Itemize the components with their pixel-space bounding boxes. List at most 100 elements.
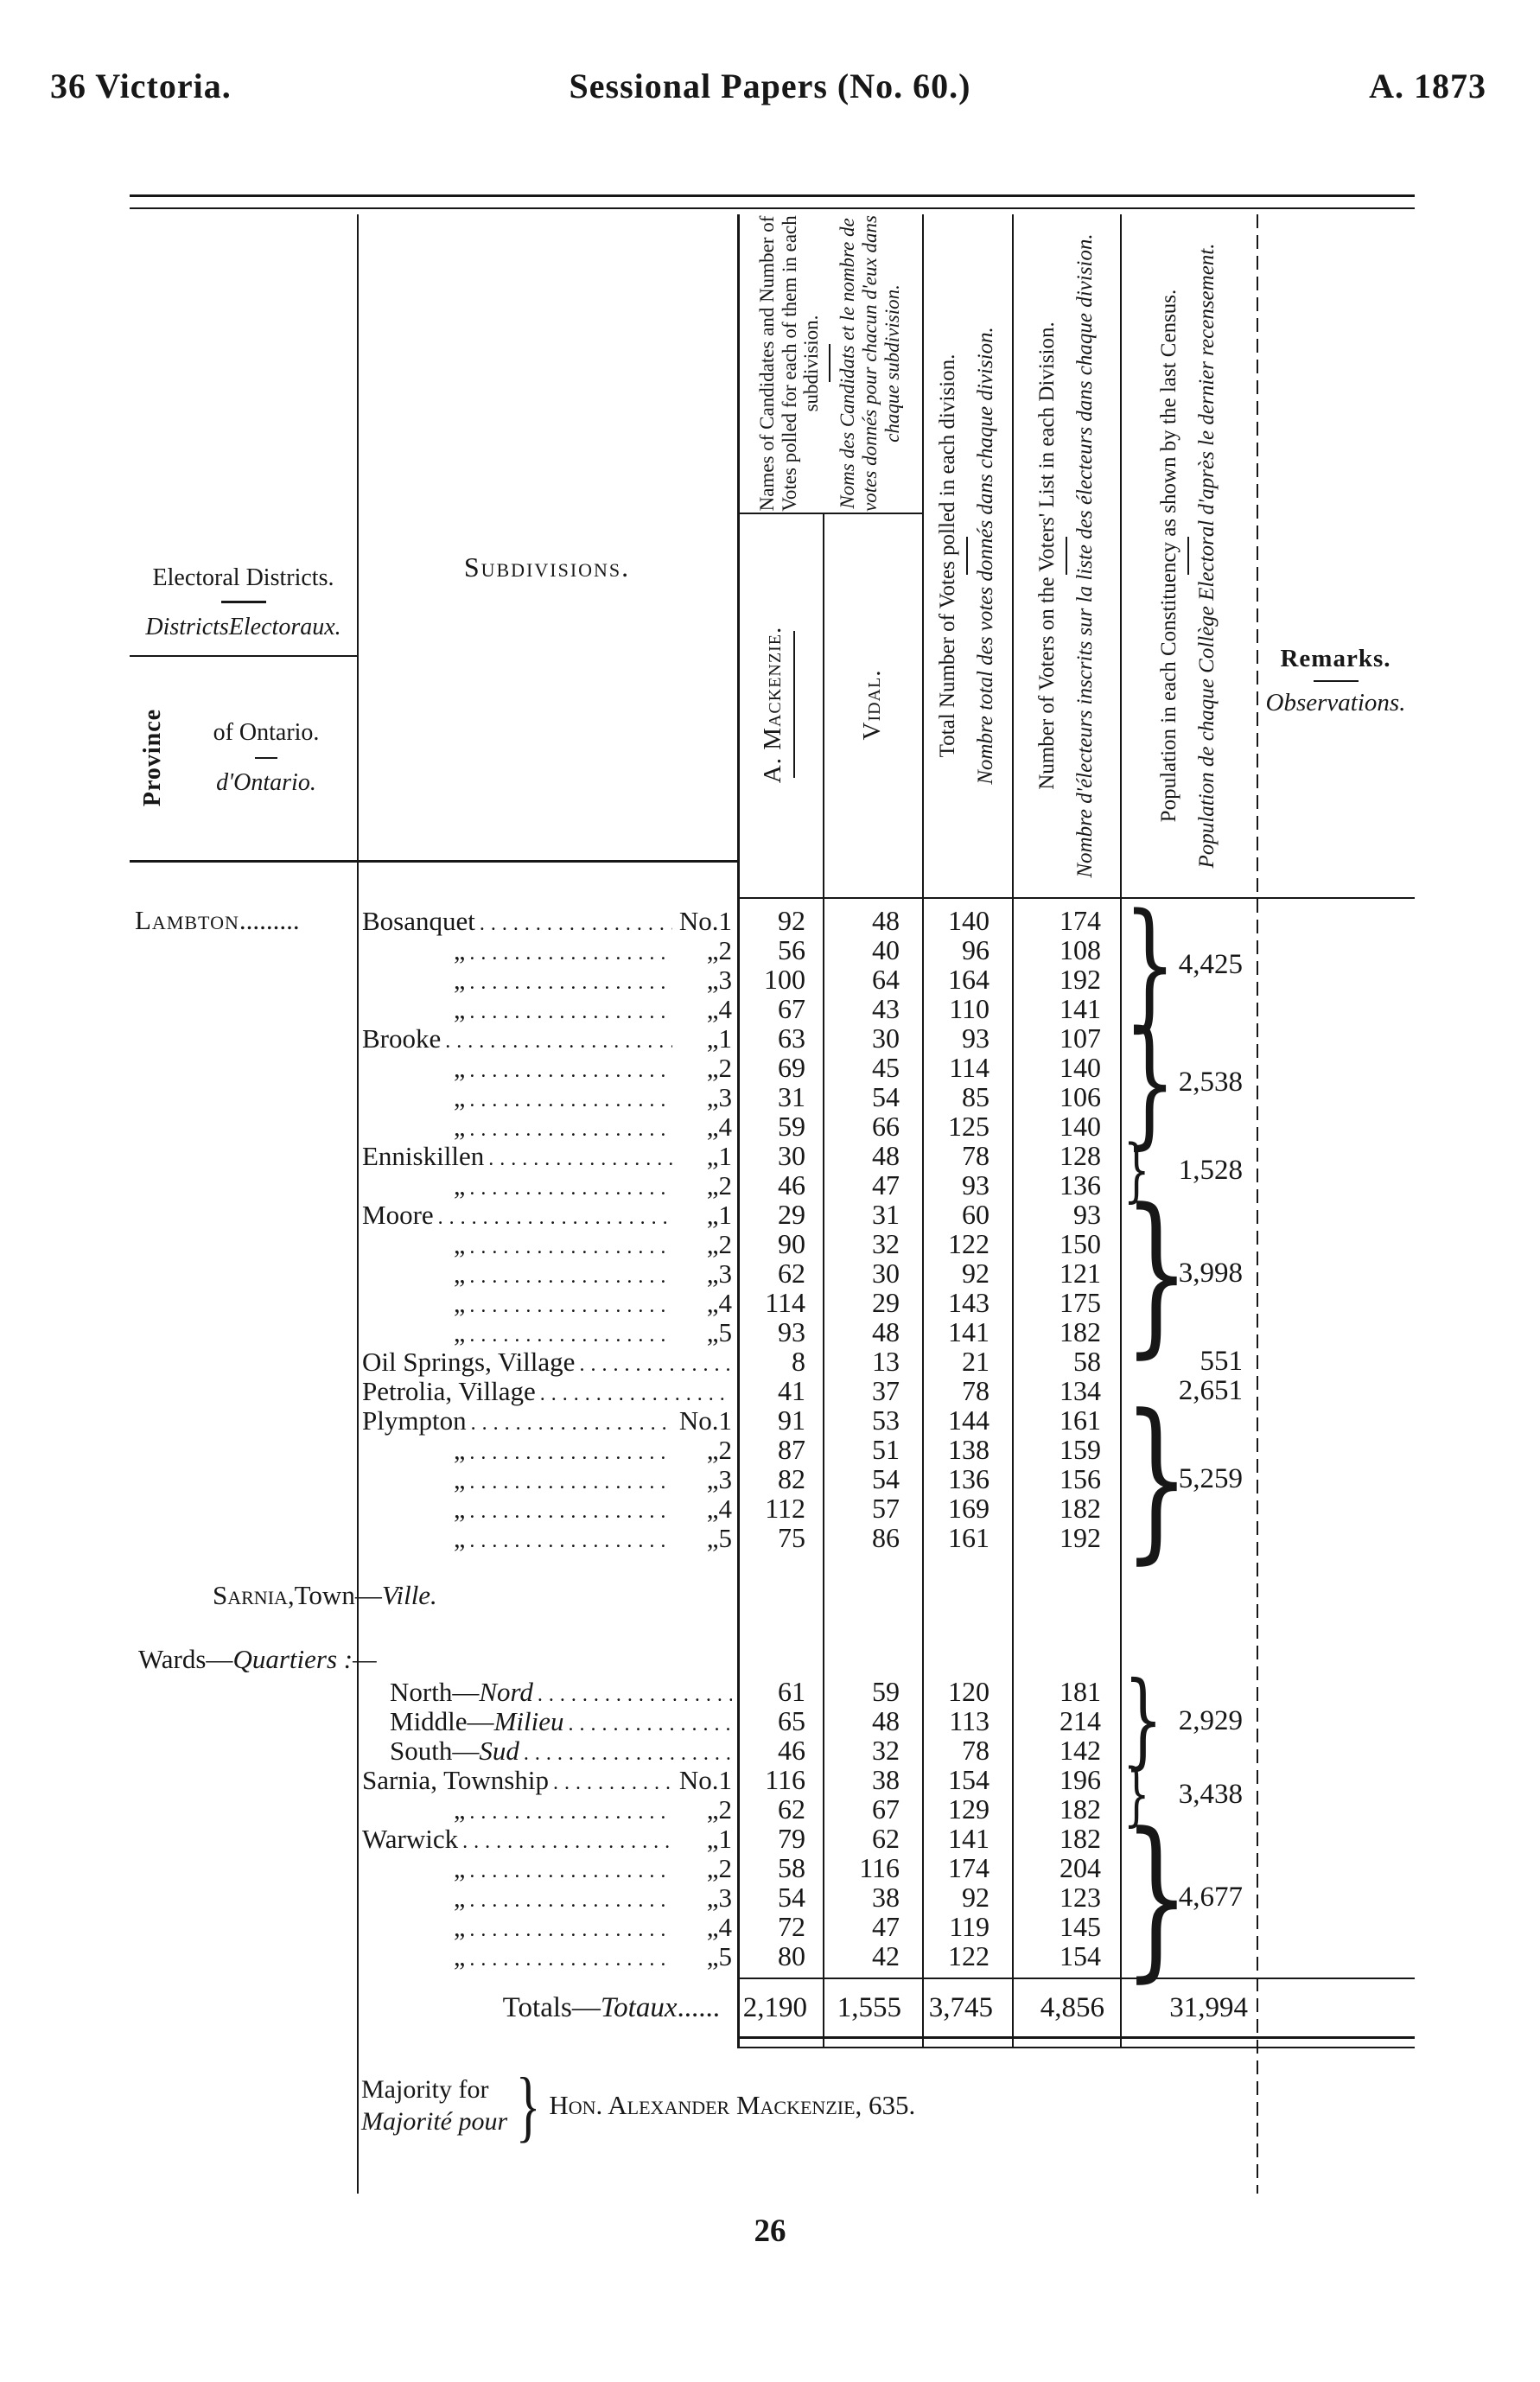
group-brace: } [1123, 1660, 1163, 1780]
leader-dots: ........................................… [469, 942, 672, 965]
cell-mackenzie: 63 [778, 1023, 805, 1053]
cell-vidal: 31 [872, 1200, 900, 1229]
cell-subdivision: „.......................................… [357, 1524, 737, 1556]
totals-total-votes: 3,745 [928, 1991, 993, 2023]
column-header-mackenzie: A. Mackenzie. [737, 513, 823, 897]
candidates-header-fr: Noms des Candidats et le nombre de votes… [837, 215, 903, 512]
no-label: „ [706, 1083, 719, 1112]
table-body: Bosanquet...............................… [130, 895, 1415, 1984]
cell-mackenzie: 90 [778, 1229, 805, 1258]
cell-vidal: 38 [872, 1882, 900, 1912]
voters-list-header-fr: Nombre d'électeurs inscrits sur la liste… [1072, 233, 1097, 878]
subdivision-number: 4 [718, 995, 733, 1024]
cell-vidal: 38 [872, 1765, 900, 1794]
no-label: „ [706, 1318, 719, 1347]
leader-dots: ........................................… [539, 1383, 732, 1405]
no-label: „ [706, 1494, 719, 1524]
table-row: South—Sud...............................… [130, 1736, 1415, 1766]
cell-subdivision: „.......................................… [357, 1494, 737, 1526]
leader-dots: ........................................… [568, 1713, 732, 1736]
subdivision-name: Warwick [362, 1825, 459, 1854]
leader-dots: ........................................… [469, 1500, 672, 1523]
cell-mackenzie: 92 [778, 906, 805, 935]
leader-dots: ........................................… [469, 1295, 672, 1317]
majority-winner: Hon. Alexander Mackenzie, 635. [549, 2090, 916, 2120]
no-label: „ [706, 1054, 719, 1083]
cell-voters-list: 204 [1060, 1853, 1101, 1882]
ditto-mark: „ [454, 1796, 466, 1825]
no-label: No. [678, 1766, 719, 1795]
ditto-mark: „ [454, 937, 466, 965]
cell-voters-list: 192 [1060, 1523, 1101, 1552]
cell-vidal: 54 [872, 1464, 900, 1494]
subdivision-number: 3 [718, 1465, 733, 1494]
cell-total-votes: 60 [962, 1200, 990, 1229]
ditto-mark: „ [454, 1290, 466, 1318]
cell-voters-list: 128 [1060, 1141, 1101, 1170]
cell-voters-list: 174 [1060, 906, 1101, 935]
cell-vidal: 37 [872, 1376, 900, 1405]
cell-total-votes: 129 [948, 1794, 990, 1824]
cell-total-votes: 113 [949, 1706, 990, 1736]
table-row: „.......................................… [130, 1082, 1415, 1112]
cell-subdivision: Oil Springs, Village....................… [357, 1347, 737, 1379]
cell-mackenzie: 62 [778, 1258, 805, 1288]
cell-total-votes: 92 [962, 1258, 990, 1288]
cell-mackenzie: 100 [764, 965, 805, 994]
no-label: „ [706, 1795, 719, 1825]
header-dash [1065, 537, 1067, 575]
cell-subdivision: „.......................................… [357, 1083, 737, 1115]
cell-vidal: 86 [872, 1523, 900, 1552]
province-dash [255, 756, 277, 759]
subdivision-name: Plympton [362, 1406, 467, 1436]
no-label: „ [706, 1259, 719, 1289]
column-header-population: Population in each Constituency as shown… [1120, 214, 1257, 897]
cell-subdivision: Middle—Milieu...........................… [357, 1707, 737, 1739]
subheader-row: Wards— Quartiers :— [138, 1644, 377, 1674]
cell-voters-list: 161 [1060, 1405, 1101, 1435]
cell-voters-list: 145 [1060, 1912, 1101, 1941]
cell-voters-list: 159 [1060, 1435, 1101, 1464]
cell-total-votes: 122 [948, 1941, 990, 1971]
ditto-mark: „ [454, 1495, 466, 1524]
leader-dots: ........................................… [469, 1471, 672, 1494]
subdivision-number: 3 [718, 965, 733, 995]
no-label: „ [706, 1854, 719, 1883]
cell-vidal: 30 [872, 1258, 900, 1288]
ditto-mark: „ [454, 1436, 466, 1465]
cell-vidal: 48 [872, 1141, 900, 1170]
population-value: 551 [1200, 1346, 1244, 1377]
ditto-mark: „ [454, 1084, 466, 1112]
cell-voters-list: 141 [1060, 994, 1101, 1023]
no-label: „ [706, 1883, 719, 1913]
subdivision-number: 1 [718, 1825, 733, 1854]
subdivision-name: Sarnia, Township [362, 1766, 549, 1795]
candidate-vidal-label: Vidal. [858, 669, 887, 741]
rule-below-totals-1 [737, 2036, 1415, 2039]
leader-dots: ........................................… [488, 1148, 671, 1170]
table-row: „.......................................… [130, 935, 1415, 965]
ditto-mark: „ [454, 1943, 466, 1971]
cell-subdivision: Petrolia, Village.......................… [357, 1377, 737, 1409]
ditto-mark: „ [454, 1260, 466, 1289]
leader-dots: ........................................… [470, 1412, 672, 1435]
cell-voters-list: 196 [1060, 1765, 1101, 1794]
cell-mackenzie: 116 [765, 1765, 805, 1794]
population-value: 1,528 [1178, 1155, 1243, 1186]
subdivision-name: Petrolia, Village [362, 1377, 536, 1406]
cell-subdivision: „.......................................… [357, 995, 737, 1027]
subdivision-name: Moore [362, 1201, 434, 1230]
cell-vidal: 67 [872, 1794, 900, 1824]
subdivision-number: 5 [718, 1942, 733, 1971]
cell-voters-list: 182 [1060, 1794, 1101, 1824]
cell-total-votes: 85 [962, 1082, 990, 1111]
cell-vidal: 42 [872, 1941, 900, 1971]
leader-dots: ........................................… [552, 1772, 672, 1794]
cell-subdivision: „.......................................… [357, 1913, 737, 1945]
cell-vidal: 47 [872, 1170, 900, 1200]
subdivision-number: 2 [718, 1436, 733, 1465]
leader-dots: ........................................… [523, 1742, 732, 1765]
leader-dots: ........................................… [469, 1801, 672, 1824]
cell-vidal: 62 [872, 1824, 900, 1853]
cell-total-votes: 136 [948, 1464, 990, 1494]
